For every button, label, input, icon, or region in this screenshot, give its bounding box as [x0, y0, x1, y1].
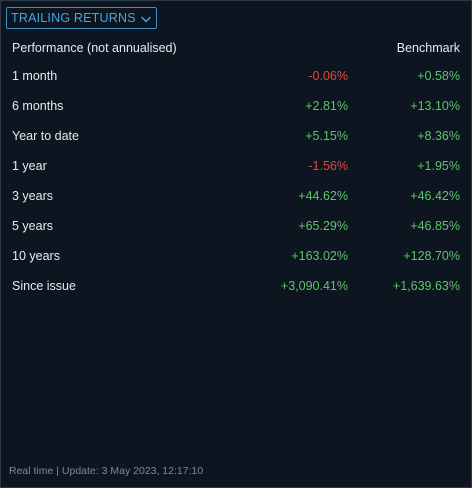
dropdown-label: TRAILING RETURNS: [11, 10, 136, 25]
table-header: Performance (not annualised) Benchmark: [12, 39, 460, 57]
update-timestamp: Real time | Update: 3 May 2023, 12:17:10: [9, 465, 204, 477]
fund-return: -1.56%: [308, 159, 348, 173]
period-label: 6 months: [12, 99, 64, 113]
benchmark-return: +46.42%: [410, 189, 460, 203]
returns-table: 1 month -0.06% +0.58% 6 months +2.81% +13.10%…: [12, 61, 460, 301]
fund-return: +5.15%: [305, 129, 348, 143]
benchmark-return: +0.58%: [417, 69, 460, 83]
chevron-down-icon: [140, 12, 152, 24]
trailing-returns-dropdown[interactable]: TRAILING RETURNS: [6, 7, 157, 29]
benchmark-return: +46.85%: [410, 219, 460, 233]
fund-return: +44.62%: [298, 189, 348, 203]
benchmark-header: Benchmark: [396, 41, 460, 55]
table-row: 1 year -1.56% +1.95%: [12, 151, 460, 181]
fund-return: +3,090.41%: [280, 279, 348, 293]
fund-return: -0.06%: [308, 69, 348, 83]
table-row: 6 months +2.81% +13.10%: [12, 91, 460, 121]
benchmark-return: +8.36%: [417, 129, 460, 143]
benchmark-return: +128.70%: [403, 249, 460, 263]
table-row: 10 years +163.02% +128.70%: [12, 241, 460, 271]
performance-header: Performance (not annualised): [12, 41, 177, 55]
table-row: 1 month -0.06% +0.58%: [12, 61, 460, 91]
fund-return: +65.29%: [298, 219, 348, 233]
fund-return: +2.81%: [305, 99, 348, 113]
benchmark-return: +1,639.63%: [392, 279, 460, 293]
table-row: Since issue +3,090.41% +1,639.63%: [12, 271, 460, 301]
fund-return: +163.02%: [291, 249, 348, 263]
table-row: 5 years +65.29% +46.85%: [12, 211, 460, 241]
period-label: Year to date: [12, 129, 79, 143]
benchmark-return: +13.10%: [410, 99, 460, 113]
table-row: Year to date +5.15% +8.36%: [12, 121, 460, 151]
period-label: 3 years: [12, 189, 53, 203]
period-label: 1 month: [12, 69, 58, 83]
table-row: 3 years +44.62% +46.42%: [12, 181, 460, 211]
benchmark-return: +1.95%: [417, 159, 460, 173]
period-label: 5 years: [12, 219, 53, 233]
period-label: 1 year: [12, 159, 47, 173]
period-label: 10 years: [12, 249, 60, 263]
period-label: Since issue: [12, 279, 76, 293]
